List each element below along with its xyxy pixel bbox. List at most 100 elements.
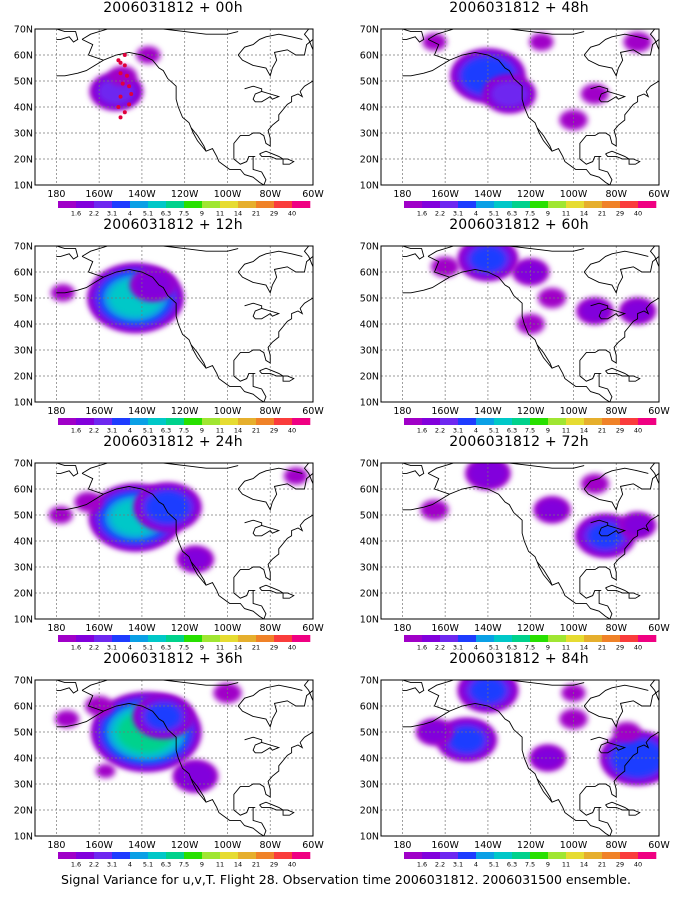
colorbar-swatch: [202, 635, 221, 642]
colorbar: 1.6 2.2 3.1 4 5.1 6.3 7.5 9 11 14 21 29 40: [58, 201, 311, 217]
colorbar-swatch: [620, 418, 639, 425]
variance-contour: [420, 499, 449, 521]
colorbar-label: 1.6: [71, 427, 81, 434]
colorbar-swatch: [76, 635, 95, 642]
coastline: [579, 731, 659, 836]
colorbar-label: 3.1: [107, 861, 117, 868]
coastline: [282, 158, 295, 165]
colorbar-swatch: [584, 635, 603, 642]
colorbar-swatch: [58, 201, 77, 208]
colorbar-label: 2.2: [435, 644, 445, 651]
map-plot: 70N 60N 50N 40N 30N 20N 10N 180 160W 140W 120W 100W…: [14, 676, 325, 868]
colorbar-label: 3.1: [107, 644, 117, 651]
variance-field: [89, 46, 161, 111]
colorbar-label: 4: [128, 427, 132, 434]
coastline: [402, 493, 450, 511]
colorbar-swatch: [184, 852, 203, 859]
colorbar-label: 4: [128, 210, 132, 217]
y-tick-label: 50N: [14, 511, 33, 522]
coastline: [237, 39, 313, 77]
y-tick-label: 40N: [14, 320, 33, 331]
variance-contour: [145, 491, 190, 523]
variance-field: [420, 463, 657, 558]
variance-contour: [529, 33, 554, 51]
colorbar-label: 29: [270, 210, 278, 217]
colorbar-swatch: [440, 852, 459, 859]
x-tick-label: 60W: [648, 189, 670, 200]
colorbar-label: 29: [270, 861, 278, 868]
y-tick-label: 60N: [14, 51, 33, 62]
variance-contour: [537, 287, 567, 309]
colorbar-swatch: [292, 201, 311, 208]
colorbar-label: 1.6: [417, 644, 427, 651]
coastline: [81, 680, 239, 691]
colorbar-label: 21: [598, 644, 606, 651]
y-tick-label: 60N: [360, 485, 379, 496]
y-tick-label: 30N: [14, 780, 33, 791]
y-tick-label: 20N: [360, 806, 379, 817]
variance-contour: [622, 300, 653, 322]
colorbar-label: 29: [616, 210, 624, 217]
colorbar-swatch: [220, 635, 239, 642]
x-tick-label: 120W: [517, 840, 545, 851]
colorbar-label: 7.5: [179, 644, 189, 651]
colorbar-swatch: [184, 418, 203, 425]
x-tick-label: 120W: [171, 189, 199, 200]
colorbar-swatch: [130, 635, 149, 642]
coastline: [237, 690, 313, 728]
y-tick-label: 40N: [14, 537, 33, 548]
colorbar-swatch: [548, 418, 567, 425]
colorbar-swatch: [238, 201, 257, 208]
colorbar-label: 6.3: [161, 644, 171, 651]
grid: [35, 29, 314, 185]
observation-point: [122, 53, 127, 57]
colorbar-swatch: [94, 418, 113, 425]
coastline: [583, 39, 659, 77]
coastline: [590, 519, 627, 537]
x-tick-label: 140W: [128, 623, 156, 634]
x-tick-label: 140W: [474, 406, 502, 417]
colorbar-swatch: [404, 418, 423, 425]
coastline: [81, 689, 265, 836]
y-tick-label: 20N: [14, 806, 33, 817]
y-tick-label: 60N: [360, 702, 379, 713]
plot-frame: [34, 28, 314, 186]
variance-contour: [537, 499, 567, 521]
x-tick-label: 80W: [259, 840, 281, 851]
panel-title: 2006031812 + 00h: [103, 0, 243, 16]
observation-points: [116, 53, 134, 120]
x-tick-label: 140W: [474, 623, 502, 634]
colorbar-swatch: [494, 418, 513, 425]
variance-contour: [54, 710, 80, 728]
x-tick-label: 180: [393, 623, 411, 634]
coastline: [579, 297, 659, 402]
colorbar-swatch: [112, 852, 131, 859]
colorbar: 1.6 2.2 3.1 4 5.1 6.3 7.5 9 11 14 21 29 40: [58, 635, 311, 651]
y-tick-label: 20N: [360, 589, 379, 600]
coastline: [190, 344, 207, 369]
colorbar-swatch: [422, 418, 441, 425]
observation-point: [122, 63, 127, 68]
plot-frame: [380, 679, 660, 837]
y-tick-label: 30N: [14, 563, 33, 574]
colorbar-swatch: [602, 852, 621, 859]
coastline: [536, 344, 553, 369]
colorbar-swatch: [94, 852, 113, 859]
colorbar-label: 5.1: [489, 644, 499, 651]
map-plot: 70N 60N 50N 40N 30N 20N 10N 180 160W 140W 120W 100W…: [360, 459, 671, 651]
variance-contour: [283, 467, 309, 485]
x-tick-label: 160W: [431, 406, 459, 417]
colorbar-swatch: [548, 201, 567, 208]
colorbar-swatch: [112, 635, 131, 642]
coastline: [590, 85, 627, 103]
coastline: [237, 684, 303, 707]
coastline: [583, 467, 649, 490]
panel-title: 2006031812 + 60h: [449, 217, 589, 233]
x-tick-label: 120W: [517, 406, 545, 417]
y-tick-label: 20N: [14, 155, 33, 166]
colorbar-swatch: [94, 635, 113, 642]
coastline: [259, 584, 285, 594]
x-tick-label: 100W: [214, 406, 242, 417]
colorbar-label: 11: [216, 644, 224, 651]
x-tick-label: 100W: [214, 840, 242, 851]
